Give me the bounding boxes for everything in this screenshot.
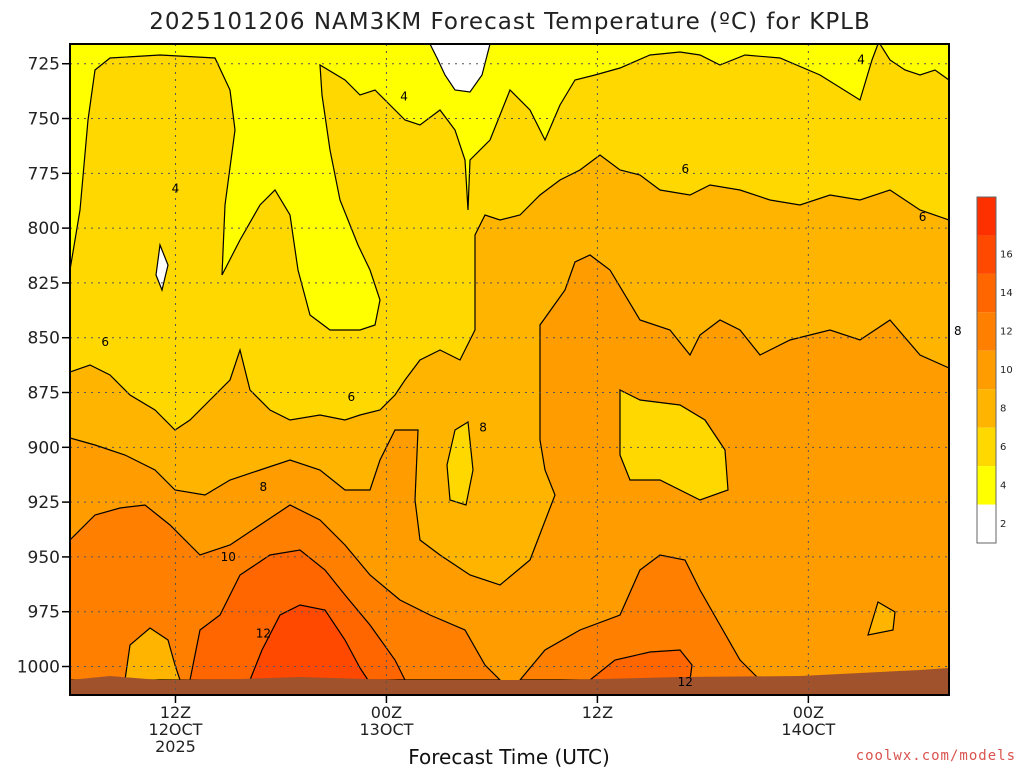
band-6-8-island [619,389,729,501]
colorbar-frame [976,196,997,544]
y-tick-label: 950 [28,548,60,568]
band-14-16 [249,604,370,681]
y-tick-label: 900 [28,438,60,458]
colorbar-cell [977,235,996,274]
y-tick-label: 975 [28,603,60,623]
x-tick-label: 12Z [582,703,613,722]
colorbar-label: 12 [1000,327,1013,338]
y-tick-label: 875 [28,384,60,404]
band-4-6 [70,44,879,331]
x-axis-title: Forecast Time (UTC) [408,745,610,768]
band-below-4-a [429,44,491,93]
colorbar-label: 16 [1000,250,1013,261]
contour-label: 6 [347,390,355,404]
colorbar-label: 6 [1000,442,1006,453]
colorbar-label: 2 [1000,519,1006,530]
x-tick-label: 12Z [160,703,191,722]
contour-label: 4 [172,182,180,196]
y-tick-label: 750 [28,110,60,130]
x-tick-label: 00Z [371,703,402,722]
colorbar-cell [977,273,996,313]
x-tick-date: 14OCT [781,720,835,739]
y-tick-label: 800 [28,219,60,239]
ground [70,668,949,695]
colorbar-label: 10 [1000,365,1013,376]
y-axis: 725 750 775 800 825 850 875 900 925 950 975 1000 [17,55,70,678]
y-tick-label: 1000 [17,658,60,678]
colorbar-cell [977,197,996,236]
y-tick-label: 825 [28,274,60,294]
credit-text: coolwx.com/models [856,748,1016,764]
contour-label: 6 [101,335,109,349]
band-4-6-right [879,44,949,81]
band-6-8-island-b [446,420,474,506]
band-below-4-b [155,242,169,292]
contour-label: 8 [260,480,268,494]
x-tick-date: 12OCT [149,720,203,739]
contour-label: 8 [954,324,962,338]
colorbar-cell [977,389,996,428]
band-10-12-b [518,554,762,681]
colorbar-label: 4 [1000,480,1006,491]
contour-label: 10 [221,550,236,564]
contour-label: 8 [479,421,487,435]
colorbar-legend: 16 14 12 10 8 6 4 2 [976,196,1013,544]
colorbar-cell [977,350,996,390]
x-tick-date: 13OCT [359,720,413,739]
contour-label: 6 [681,162,689,176]
y-tick-label: 775 [28,164,60,184]
colorbar-label: 8 [1000,403,1006,414]
colorbar-cell [977,504,996,543]
plot-area [70,44,949,695]
chart-title: 2025101206 NAM3KM Forecast Temperature (… [149,9,871,35]
plot-frame [69,43,950,696]
colorbar-cell [977,427,996,467]
contour-label: 4 [400,90,408,104]
contour-labels: 4 4 4 6 6 6 6 8 8 8 10 12 12 [101,52,961,689]
y-tick-label: 850 [28,329,60,349]
x-tick-label: 00Z [793,703,824,722]
colorbar-cell [977,312,996,351]
colorbar-label: 14 [1000,288,1013,299]
band-8-10-pocket-b [867,601,896,636]
contour-label: 12 [256,627,271,641]
contour-label: 6 [919,210,927,224]
y-tick-label: 725 [28,55,60,75]
colorbar-cell [977,466,996,505]
contour-label: 4 [857,52,865,66]
x-tick-year: 2025 [155,737,196,756]
contour-label: 12 [678,675,693,689]
y-tick-label: 925 [28,493,60,513]
